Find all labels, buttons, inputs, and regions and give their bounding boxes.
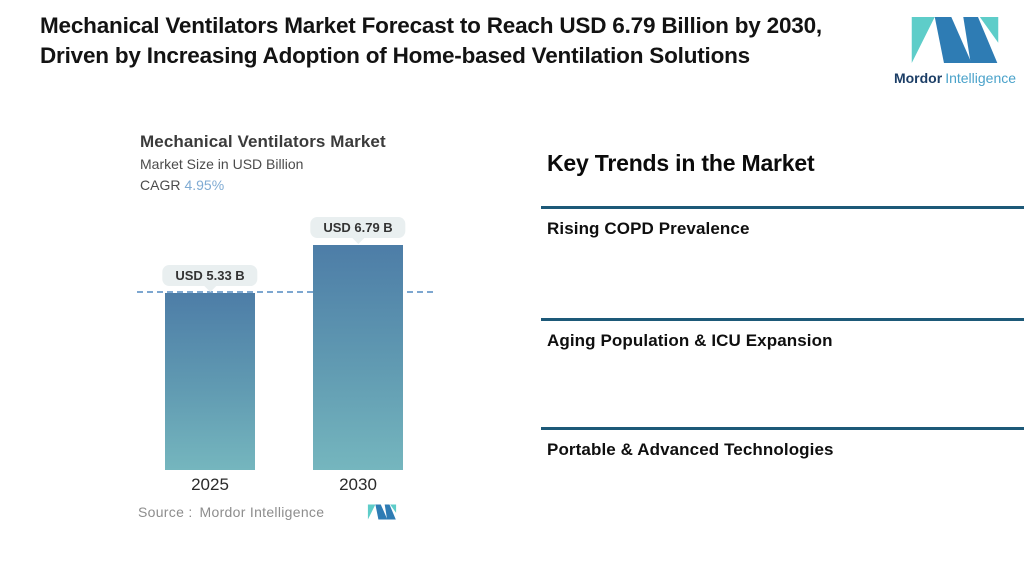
- cagr-row: CAGR 4.95%: [140, 177, 224, 193]
- trend-label: Portable & Advanced Technologies: [547, 440, 834, 459]
- trend-item: Rising COPD Prevalence: [541, 206, 1024, 318]
- bar: [165, 293, 255, 470]
- value-bubble: USD 5.33 B: [162, 265, 258, 286]
- source-label: Source :: [138, 504, 193, 520]
- trend-label: Aging Population & ICU Expansion: [547, 331, 833, 350]
- mordor-mark-icon: [367, 504, 397, 520]
- trend-item: Aging Population & ICU Expansion: [541, 318, 1024, 427]
- year-label: 2030: [339, 475, 377, 494]
- trend-item: Portable & Advanced Technologies: [541, 427, 1024, 531]
- plot-area: USD 5.33 B 2025 USD 6.79 B 2030: [137, 217, 433, 494]
- brand-name: Mordor Intelligence: [894, 70, 1016, 86]
- trend-list: Rising COPD Prevalence Aging Population …: [541, 206, 1024, 531]
- mordor-intelligence-logo-icon: [911, 17, 999, 63]
- page-title: Mechanical Ventilators Market Forecast t…: [40, 13, 822, 68]
- value-bubble: USD 6.79 B: [310, 217, 406, 238]
- cagr-value: 4.95%: [184, 177, 225, 193]
- brand-name-bold: Mordor: [893, 70, 943, 86]
- trend-label: Rising COPD Prevalence: [547, 219, 750, 238]
- bar-column: USD 5.33 B 2025: [162, 218, 258, 494]
- chart-subtitle: Market Size in USD Billion: [140, 156, 304, 172]
- chart-title: Mechanical Ventilators Market: [140, 132, 386, 151]
- brand-name-light: Intelligence: [945, 70, 1017, 86]
- bar-column: USD 6.79 B 2030: [310, 217, 406, 494]
- baseline-dashed-line: [137, 291, 433, 293]
- brand-logo: Mordor Intelligence: [893, 16, 1017, 86]
- bar: [313, 245, 403, 470]
- trends-heading: Key Trends in the Market: [547, 150, 815, 176]
- source-value: Mordor Intelligence: [199, 504, 325, 520]
- cagr-label: CAGR: [140, 177, 181, 193]
- year-label: 2025: [191, 475, 229, 494]
- source-note: Source : Mordor Intelligence: [138, 504, 324, 520]
